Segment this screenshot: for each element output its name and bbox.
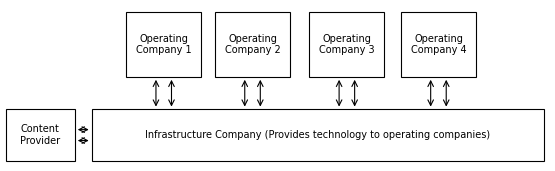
Text: Operating
Company 2: Operating Company 2: [225, 34, 280, 55]
Bar: [310, 12, 385, 77]
Text: Infrastructure Company (Provides technology to operating companies): Infrastructure Company (Provides technol…: [145, 130, 490, 140]
Text: Operating
Company 3: Operating Company 3: [319, 34, 375, 55]
Text: Content
Provider: Content Provider: [20, 124, 60, 146]
Bar: [401, 12, 476, 77]
Bar: [215, 12, 290, 77]
Text: Operating
Company 4: Operating Company 4: [411, 34, 466, 55]
Bar: [6, 109, 75, 161]
Bar: [126, 12, 201, 77]
Text: Operating
Company 1: Operating Company 1: [136, 34, 191, 55]
Bar: [92, 109, 544, 161]
